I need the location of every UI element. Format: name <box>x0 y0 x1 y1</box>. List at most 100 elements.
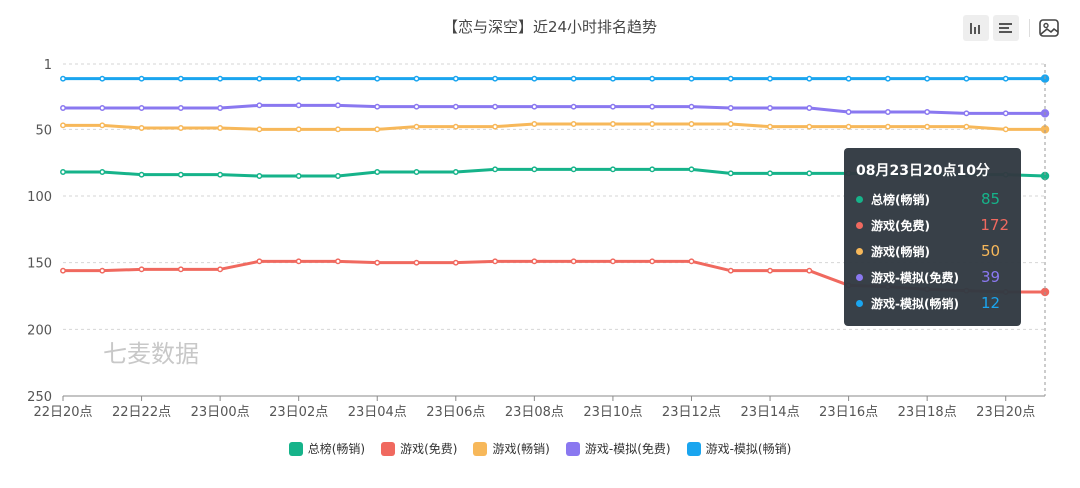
data-point[interactable] <box>452 103 459 110</box>
data-point[interactable] <box>492 75 499 82</box>
data-point[interactable] <box>570 75 577 82</box>
data-point[interactable] <box>1002 110 1009 117</box>
data-point[interactable] <box>177 75 184 82</box>
data-point[interactable] <box>374 169 381 175</box>
data-point[interactable] <box>60 75 66 82</box>
data-point[interactable] <box>177 125 184 131</box>
data-point[interactable] <box>688 75 695 82</box>
data-point[interactable] <box>138 171 145 178</box>
data-point[interactable] <box>452 169 459 175</box>
data-point[interactable] <box>492 166 499 173</box>
data-point[interactable] <box>452 123 459 130</box>
data-point[interactable] <box>727 267 734 274</box>
save-image-button[interactable] <box>1036 15 1062 41</box>
data-point[interactable] <box>806 75 813 82</box>
data-point[interactable] <box>295 75 302 82</box>
data-point[interactable] <box>295 258 302 265</box>
data-point[interactable] <box>452 259 459 266</box>
data-point[interactable] <box>649 121 656 127</box>
data-point[interactable] <box>531 258 538 265</box>
data-point[interactable] <box>138 266 145 273</box>
data-point[interactable] <box>374 103 381 110</box>
legend-item[interactable]: 游戏(免费) <box>381 440 457 457</box>
data-point[interactable] <box>609 166 616 173</box>
data-point[interactable] <box>688 258 695 265</box>
data-point[interactable] <box>570 166 577 173</box>
data-point[interactable] <box>963 75 970 82</box>
data-point[interactable] <box>767 170 773 177</box>
data-point[interactable] <box>374 259 381 266</box>
data-point[interactable] <box>570 121 577 127</box>
data-point[interactable] <box>177 171 184 178</box>
data-point[interactable] <box>845 123 852 130</box>
data-point[interactable] <box>492 103 499 110</box>
data-point[interactable] <box>767 123 773 130</box>
data-point[interactable] <box>217 105 224 111</box>
data-point[interactable] <box>60 169 66 175</box>
data-point[interactable] <box>609 75 616 82</box>
data-point[interactable] <box>99 122 106 129</box>
data-point[interactable] <box>531 121 538 127</box>
data-point[interactable] <box>295 126 302 133</box>
data-point[interactable] <box>217 125 224 131</box>
data-point[interactable] <box>963 123 970 130</box>
data-point[interactable] <box>413 169 420 175</box>
data-point[interactable] <box>60 122 66 129</box>
data-point[interactable] <box>217 266 224 273</box>
data-point[interactable] <box>256 102 263 109</box>
data-point[interactable] <box>256 126 263 133</box>
data-point[interactable] <box>60 267 66 274</box>
legend-item[interactable]: 游戏-模拟(免费) <box>565 440 671 457</box>
data-point[interactable] <box>492 123 499 130</box>
data-point[interactable] <box>413 103 420 110</box>
data-point[interactable] <box>806 105 813 111</box>
data-point[interactable] <box>531 75 538 82</box>
data-point[interactable] <box>924 75 931 82</box>
data-point[interactable] <box>413 123 420 130</box>
data-point[interactable] <box>727 121 734 127</box>
data-point[interactable] <box>531 103 538 110</box>
data-point[interactable] <box>609 103 616 110</box>
data-point[interactable] <box>413 259 420 266</box>
data-point[interactable] <box>727 75 734 82</box>
data-point[interactable] <box>217 75 224 82</box>
data-point[interactable] <box>963 110 970 117</box>
data-point[interactable] <box>609 258 616 265</box>
list-button[interactable] <box>993 15 1019 41</box>
data-point[interactable] <box>727 170 734 177</box>
data-point[interactable] <box>924 109 931 115</box>
data-point[interactable] <box>138 125 145 131</box>
data-point[interactable] <box>1002 75 1009 82</box>
data-point[interactable] <box>374 126 381 133</box>
data-point[interactable] <box>845 109 852 115</box>
data-point[interactable] <box>335 173 341 179</box>
data-point[interactable] <box>413 75 420 82</box>
data-point[interactable] <box>924 123 931 130</box>
data-point[interactable] <box>727 105 734 111</box>
data-point[interactable] <box>767 105 773 111</box>
data-point[interactable] <box>884 123 891 130</box>
data-point[interactable] <box>256 258 263 265</box>
data-point[interactable] <box>335 75 341 82</box>
data-point[interactable] <box>649 258 656 265</box>
data-point[interactable] <box>688 103 695 110</box>
data-point[interactable] <box>806 170 813 177</box>
data-point[interactable] <box>767 75 773 82</box>
data-point[interactable] <box>492 258 499 265</box>
data-point[interactable] <box>60 105 66 111</box>
data-point[interactable] <box>177 105 184 111</box>
data-point[interactable] <box>570 258 577 265</box>
data-point[interactable] <box>374 75 381 82</box>
data-point[interactable] <box>649 166 656 173</box>
data-point[interactable] <box>649 103 656 110</box>
data-point[interactable] <box>884 109 891 115</box>
data-point[interactable] <box>335 102 341 109</box>
data-point[interactable] <box>335 126 341 133</box>
data-point[interactable] <box>99 105 106 111</box>
data-point[interactable] <box>256 75 263 82</box>
legend-item[interactable]: 总榜(畅销) <box>288 440 365 457</box>
data-point[interactable] <box>99 75 106 82</box>
data-point[interactable] <box>295 102 302 109</box>
data-point[interactable] <box>1002 126 1009 133</box>
data-point[interactable] <box>609 121 616 127</box>
